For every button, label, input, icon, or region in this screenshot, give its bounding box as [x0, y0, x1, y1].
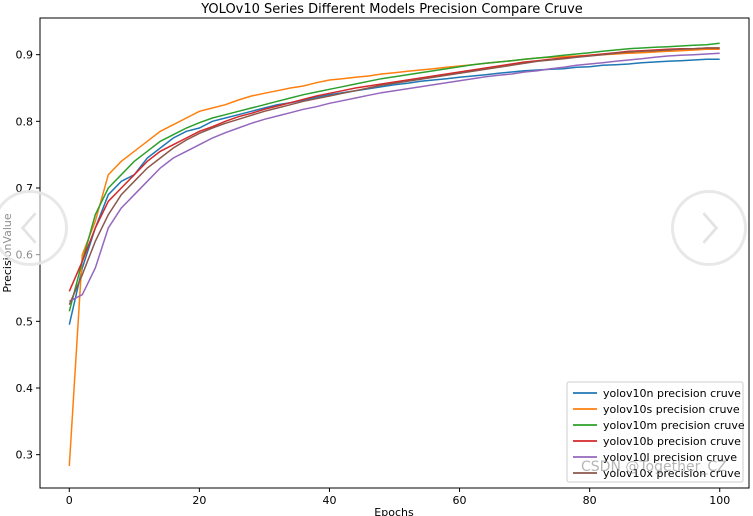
chevron-left-icon [20, 212, 37, 244]
next-image-button[interactable] [671, 190, 747, 266]
legend-label: yolov10m precision cruve [603, 419, 745, 432]
x-tick-label: 40 [322, 494, 336, 507]
chevron-right-icon [702, 212, 719, 244]
watermark-text: CSDN @Together_CZ [581, 459, 727, 475]
legend-label: yolov10b precision cruve [603, 435, 741, 448]
x-tick-label: 100 [709, 494, 730, 507]
legend: yolov10n precision cruve yolov10s precisi… [566, 381, 745, 483]
series-line-2 [68, 42, 720, 312]
series-lines [68, 42, 720, 467]
x-axis-label: Epochs [374, 506, 414, 516]
series-line-0 [68, 58, 720, 325]
legend-box [566, 381, 744, 483]
series-line-4 [68, 52, 720, 302]
y-tick-label: 0.3 [16, 449, 34, 462]
series-line-5 [68, 47, 720, 305]
x-tick-label: 60 [453, 494, 467, 507]
legend-label: yolov10n precision cruve [603, 387, 741, 400]
y-tick-label: 0.9 [16, 49, 34, 62]
y-tick-label: 0.4 [16, 382, 34, 395]
chart-title: YOLOv10 Series Different Models Precisio… [200, 2, 583, 17]
x-tick-label: 20 [192, 494, 206, 507]
y-tick-label: 0.8 [16, 115, 34, 128]
legend-label: yolov10s precision cruve [603, 403, 740, 416]
legend-label: yolov10x precision cruve [603, 467, 741, 480]
x-tick-label: 0 [66, 494, 73, 507]
y-tick-label: 0.5 [16, 315, 34, 328]
x-tick-label: 80 [583, 494, 597, 507]
legend-label: yolov10l precision cruve [603, 451, 737, 464]
previous-image-button[interactable] [0, 190, 68, 266]
